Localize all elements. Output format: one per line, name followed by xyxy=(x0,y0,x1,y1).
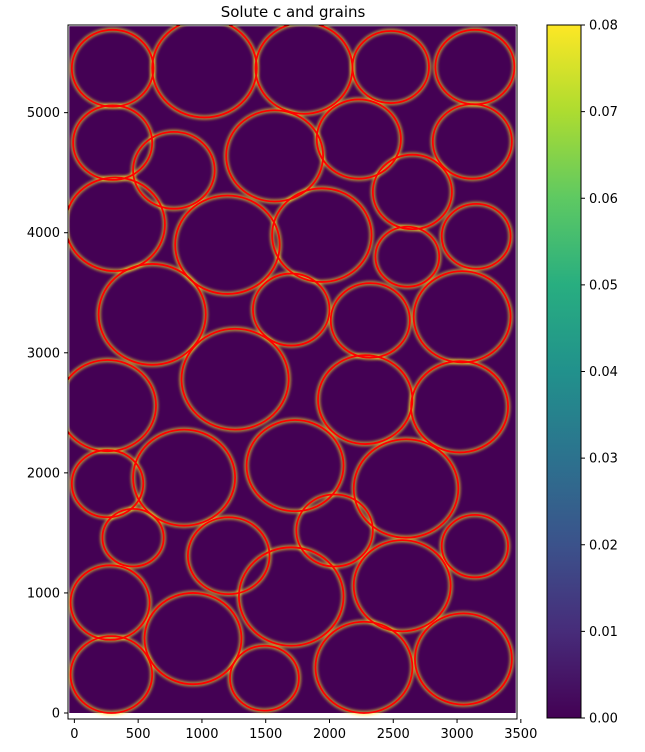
grain-outline-8 xyxy=(315,98,402,180)
grain-outline-16 xyxy=(97,263,207,366)
chart-title: Solute c and grains xyxy=(221,3,366,21)
grain-outline-20 xyxy=(68,359,157,453)
x-tick-label: 2500 xyxy=(377,727,410,742)
x-axis: 0 500 1000 1500 2000 2500 3000 3500 xyxy=(70,719,537,742)
y-tick-label: 4000 xyxy=(27,226,60,241)
grain-outline-17 xyxy=(252,272,331,347)
grain-outline-12 xyxy=(271,187,373,283)
grain-outline-14 xyxy=(374,225,441,288)
grain-outline-25 xyxy=(70,449,145,519)
grain-outline-1 xyxy=(151,25,258,119)
colorbar-tick-label: 0.08 xyxy=(589,19,618,34)
y-tick-label: 3000 xyxy=(27,346,60,361)
grain-outline-7 xyxy=(225,109,325,203)
grain-outline-19 xyxy=(412,270,512,364)
grain-outline-23 xyxy=(410,360,509,454)
grain-outline-10 xyxy=(68,176,166,273)
grain-outline-13 xyxy=(371,153,453,231)
grain-outline-11 xyxy=(174,194,281,295)
y-tick-label: 5000 xyxy=(27,106,60,121)
grain-outline-29 xyxy=(187,516,271,596)
grain-outline-36 xyxy=(69,635,154,714)
grain-outline-30 xyxy=(295,493,374,568)
x-tick-label: 0 xyxy=(70,727,78,742)
grain-outline-24 xyxy=(132,428,236,527)
colorbar xyxy=(547,25,581,718)
y-tick-label: 0 xyxy=(52,706,60,721)
grain-outline-0 xyxy=(70,28,155,108)
grain-outline-26 xyxy=(245,419,345,513)
grain-outline-18 xyxy=(329,282,411,359)
grain-outline-5 xyxy=(72,104,154,181)
x-tick-label: 1000 xyxy=(185,727,218,742)
colorbar-tick-label: 0.00 xyxy=(589,712,618,727)
colorbar-axis: 0.00 0.01 0.02 0.03 0.04 0.05 0.06 0.07 0.08 xyxy=(581,19,618,727)
grain-outline-21 xyxy=(180,327,290,431)
grain-outline-33 xyxy=(143,592,243,686)
grain-outline-38 xyxy=(314,620,414,714)
grain-outline-35 xyxy=(352,539,452,633)
grain-outlines xyxy=(68,25,516,714)
grain-outline-15 xyxy=(440,203,512,270)
colorbar-tick-label: 0.04 xyxy=(589,365,618,380)
grain-outline-37 xyxy=(229,644,300,712)
grain-outline-32 xyxy=(69,564,151,641)
grain-outline-3 xyxy=(351,30,430,104)
colorbar-tick-label: 0.07 xyxy=(589,105,618,120)
grain-outline-9 xyxy=(431,103,513,180)
grain-outline-31 xyxy=(440,513,509,579)
colorbar-tick-label: 0.02 xyxy=(589,538,618,553)
solute-field-background xyxy=(69,26,516,713)
y-tick-label: 2000 xyxy=(27,466,60,481)
grain-outline-6 xyxy=(132,130,216,210)
x-tick-label: 1500 xyxy=(249,727,282,742)
colorbar-tick-label: 0.06 xyxy=(589,192,618,207)
colorbar-tick-label: 0.05 xyxy=(589,278,618,293)
grain-outline-34 xyxy=(238,546,345,647)
grain-outline-28 xyxy=(101,507,165,568)
x-tick-label: 2000 xyxy=(313,727,346,742)
x-tick-label: 3500 xyxy=(504,727,537,742)
grain-outline-27 xyxy=(352,438,460,539)
plot-frame-border xyxy=(67,24,518,720)
y-tick-label: 1000 xyxy=(27,586,60,601)
plot-layer xyxy=(68,25,517,716)
colorbar-tick-label: 0.01 xyxy=(589,625,618,640)
grain-outline-39 xyxy=(414,612,513,706)
colorbar-tick-label: 0.03 xyxy=(589,452,618,467)
y-axis: 0 1000 2000 3000 4000 5000 xyxy=(27,106,68,721)
x-tick-label: 500 xyxy=(126,727,151,742)
x-tick-label: 3000 xyxy=(441,727,474,742)
